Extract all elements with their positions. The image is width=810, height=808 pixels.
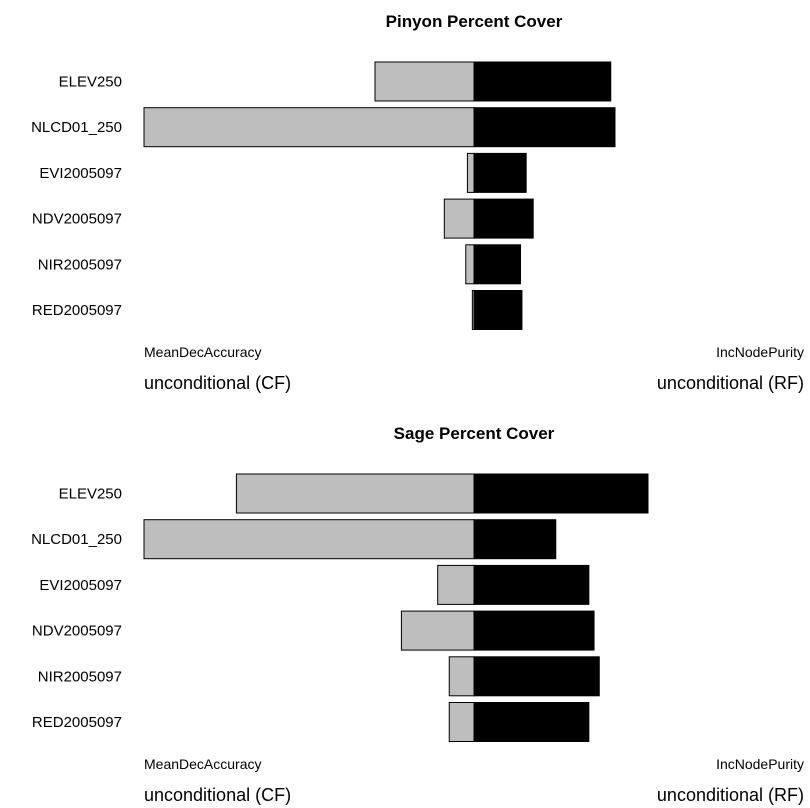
bar-incnodepurity (473, 473, 649, 514)
bar-meandecaccuracy (443, 198, 475, 239)
metric-label-left: MeanDecAccuracy (144, 756, 262, 772)
category-label: EVI2005097 (39, 577, 122, 594)
bar-incnodepurity (473, 656, 600, 697)
method-label-left: unconditional (CF) (144, 785, 291, 805)
bar-incnodepurity (473, 519, 557, 560)
category-label: NIR2005097 (38, 668, 122, 685)
method-label-right: unconditional (RF) (657, 785, 804, 805)
category-label: NDV2005097 (32, 623, 122, 640)
chart-panel-1: Pinyon Percent Cover ELEV250 NLCD01_250 EVI… (31, 12, 804, 393)
bar-meandecaccuracy (374, 61, 475, 102)
bar-meandecaccuracy (143, 107, 475, 148)
chart-panel-2: Sage Percent Cover ELEV250 NLCD01_250 EVI20… (31, 424, 804, 805)
bar-meandecaccuracy (466, 152, 475, 193)
bar-incnodepurity (473, 290, 523, 330)
bar-meandecaccuracy (437, 564, 475, 605)
bar-incnodepurity (473, 198, 534, 239)
bar-incnodepurity (473, 610, 595, 651)
metric-label-right: IncNodePurity (716, 756, 804, 772)
category-label: NDV2005097 (32, 211, 122, 228)
method-label-right: unconditional (RF) (657, 373, 804, 393)
bar-incnodepurity (473, 564, 590, 605)
category-label: NLCD01_250 (31, 531, 122, 548)
bar-incnodepurity (473, 107, 616, 148)
category-label: EVI2005097 (39, 165, 122, 182)
bar-meandecaccuracy (143, 519, 475, 560)
bar-incnodepurity (473, 244, 522, 285)
category-label: ELEV250 (59, 74, 122, 91)
bar-meandecaccuracy (400, 610, 475, 651)
category-label: NLCD01_250 (31, 119, 122, 136)
bar-incnodepurity (473, 152, 527, 193)
chart-title: Sage Percent Cover (394, 424, 555, 443)
metric-label-left: MeanDecAccuracy (144, 344, 262, 360)
method-label-left: unconditional (CF) (144, 373, 291, 393)
category-label: NIR2005097 (38, 256, 122, 273)
chart-title: Pinyon Percent Cover (386, 12, 563, 31)
bar-meandecaccuracy (448, 656, 475, 697)
bar-meandecaccuracy (235, 473, 475, 514)
category-label: RED2005097 (32, 714, 122, 731)
metric-label-right: IncNodePurity (716, 344, 804, 360)
bar-meandecaccuracy (465, 244, 475, 285)
category-label: ELEV250 (59, 486, 122, 503)
bar-incnodepurity (473, 61, 612, 102)
bar-incnodepurity (473, 702, 590, 742)
bar-meandecaccuracy (448, 702, 475, 742)
category-label: RED2005097 (32, 302, 122, 319)
